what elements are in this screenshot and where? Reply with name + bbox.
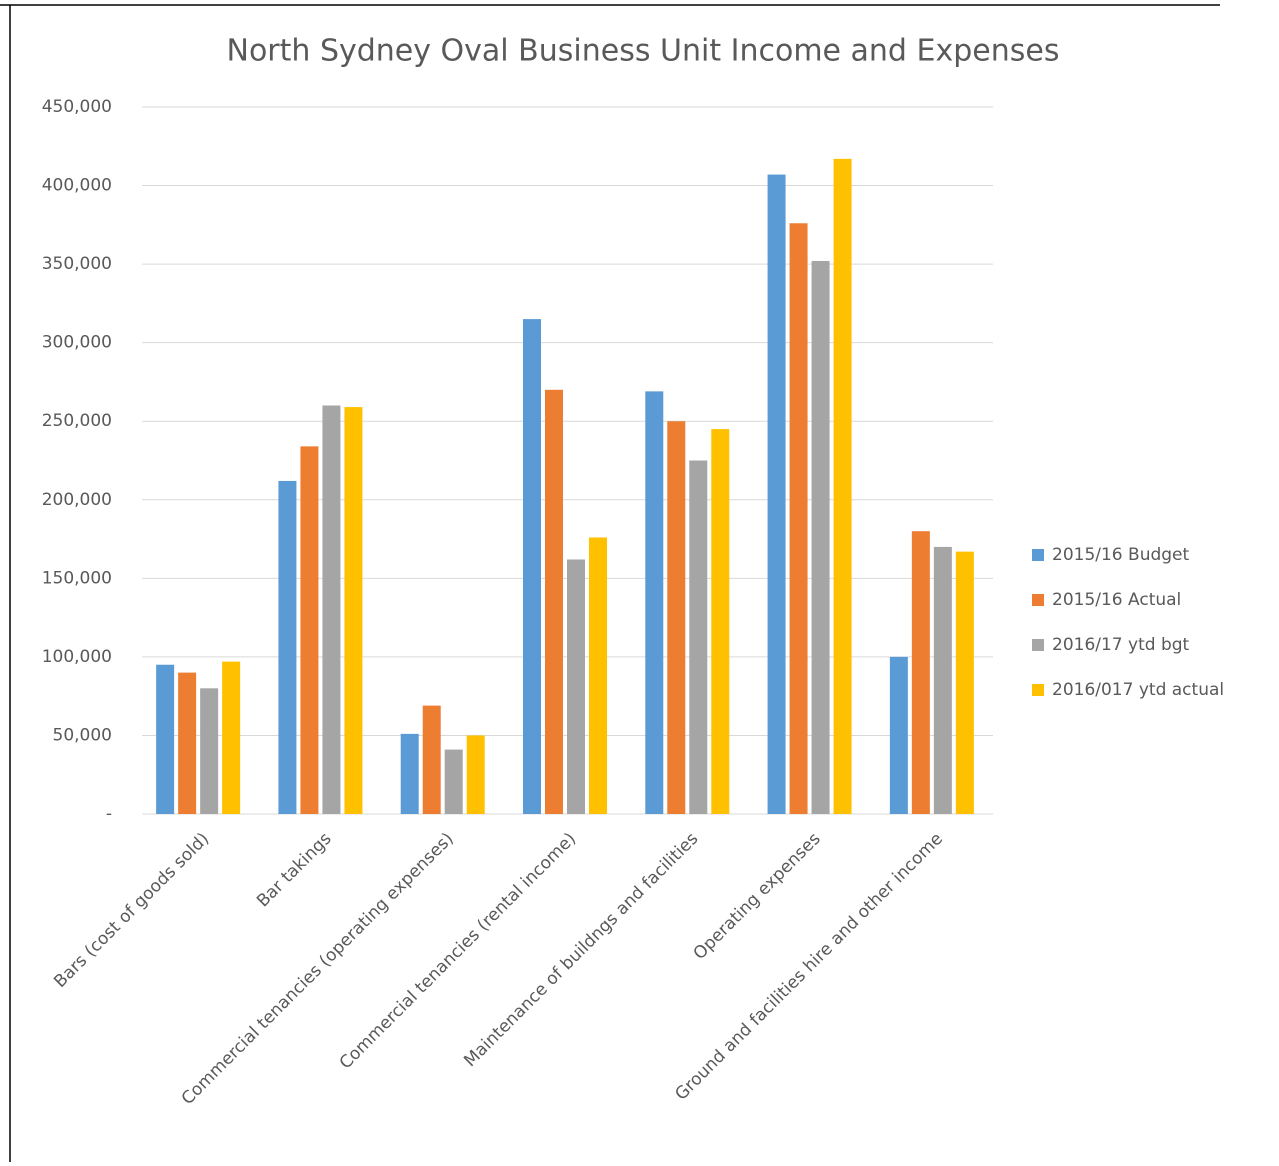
bar	[711, 429, 730, 814]
legend-swatch	[1032, 684, 1044, 696]
bar	[645, 391, 664, 814]
x-tick-label: Maintenance of buildngs and facilities	[460, 829, 702, 1071]
bar	[911, 531, 930, 814]
chart-title: North Sydney Oval Business Unit Income a…	[227, 34, 1060, 69]
legend-swatch	[1032, 639, 1044, 651]
bar	[222, 661, 241, 814]
legend-label: 2015/16 Actual	[1052, 590, 1181, 610]
bar	[833, 158, 852, 814]
bar	[589, 537, 607, 814]
y-tick-label: 350,000	[42, 254, 112, 274]
y-tick-label: 100,000	[42, 647, 112, 667]
bar	[322, 405, 341, 814]
x-tick-label: Commercial tenancies (operating expenses…	[178, 829, 458, 1109]
y-tick-label: 400,000	[42, 176, 112, 196]
y-tick-label: -	[106, 804, 112, 824]
x-tick-label: Commercial tenancies (rental income)	[336, 829, 580, 1073]
y-tick-label: 200,000	[42, 490, 112, 510]
bar	[422, 705, 441, 814]
bar	[789, 223, 808, 815]
y-tick-label: 450,000	[42, 97, 112, 117]
y-tick-label: 250,000	[42, 411, 112, 431]
bar	[933, 546, 952, 814]
bar	[400, 733, 419, 814]
bar	[523, 319, 541, 814]
bar	[955, 551, 974, 814]
y-tick-label: 50,000	[53, 725, 112, 745]
bar	[466, 735, 485, 814]
legend-label: 2015/16 Budget	[1052, 545, 1190, 565]
bar	[567, 559, 585, 814]
bar	[278, 480, 297, 814]
bar	[344, 407, 363, 814]
bar	[156, 664, 175, 814]
x-tick-label: Bar takings	[253, 829, 336, 912]
bar	[811, 260, 830, 815]
bar	[767, 174, 786, 814]
legend-label: 2016/017 ytd actual	[1052, 680, 1224, 700]
bar	[200, 688, 219, 814]
y-tick-label: 150,000	[42, 568, 112, 588]
bar	[689, 460, 708, 814]
bar	[300, 446, 319, 814]
legend-swatch	[1032, 594, 1044, 606]
bar	[667, 421, 686, 814]
y-tick-label: 300,000	[42, 333, 112, 353]
bar	[178, 672, 197, 814]
legend-swatch	[1032, 549, 1044, 561]
legend-label: 2016/17 ytd bgt	[1052, 635, 1190, 655]
bar	[545, 389, 563, 814]
bar	[444, 749, 463, 814]
x-tick-label: Operating expenses	[690, 829, 825, 964]
bar	[889, 656, 908, 814]
x-tick-label: Ground and facilities hire and other inc…	[671, 829, 947, 1105]
x-tick-label: Bars (cost of goods sold)	[50, 829, 213, 992]
